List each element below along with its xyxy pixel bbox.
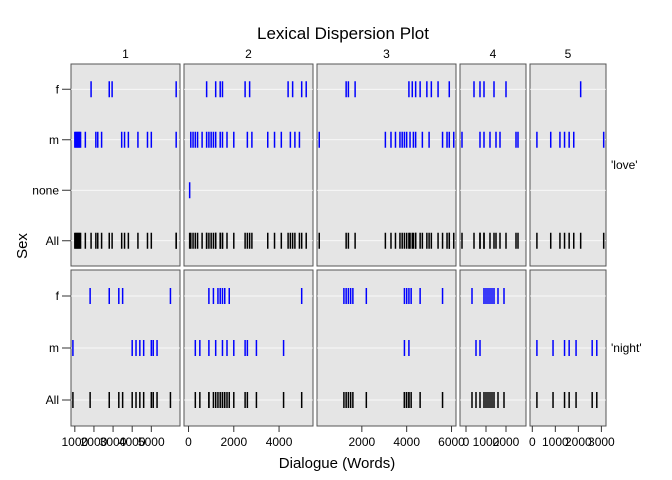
column-strip-label: 3 xyxy=(383,47,390,61)
x-tick-label: 2000 xyxy=(81,435,108,449)
row-strip-label: 'night' xyxy=(611,341,642,355)
x-tick-label: 2000 xyxy=(220,435,247,449)
x-tick-label: 2000 xyxy=(348,435,375,449)
y-tick-label: All xyxy=(46,393,59,407)
chart-title: Lexical Dispersion Plot xyxy=(257,24,429,43)
x-tick-label: 3000 xyxy=(588,435,615,449)
panel-grid: 1 2 3 4 5fmnoneAll'love'fmAll'night'10002000… xyxy=(32,44,642,449)
y-tick-label: f xyxy=(56,82,60,96)
x-tick-label: 0 xyxy=(529,435,536,449)
x-tick-label: 6000 xyxy=(438,435,465,449)
panel-background xyxy=(70,63,181,267)
panel-background xyxy=(183,63,314,267)
x-tick-label: 5000 xyxy=(138,435,165,449)
x-tick-label: 1000 xyxy=(473,435,500,449)
column-strip xyxy=(317,44,456,64)
column-strip-label: 2 xyxy=(245,47,252,61)
x-axis-title: Dialogue (Words) xyxy=(279,455,395,472)
row-strip-label: 'love' xyxy=(611,158,638,172)
panel-background xyxy=(459,63,527,267)
column-strip xyxy=(460,44,526,64)
y-tick-label: f xyxy=(56,289,60,303)
column-strip xyxy=(530,44,606,64)
y-tick-label: m xyxy=(49,133,59,147)
y-tick-label: m xyxy=(49,341,59,355)
column-strip-label: 1 xyxy=(122,47,129,61)
panel-background xyxy=(316,63,457,267)
x-tick-label: 4000 xyxy=(393,435,420,449)
x-tick-label: 2000 xyxy=(565,435,592,449)
column-strip-label: 4 xyxy=(490,47,497,61)
x-tick-label: 2000 xyxy=(493,435,520,449)
x-tick-label: 1000 xyxy=(542,435,569,449)
panel-background xyxy=(529,63,607,267)
x-tick-label: 0 xyxy=(463,435,470,449)
y-tick-label: none xyxy=(32,183,59,197)
column-strip xyxy=(71,44,180,64)
y-tick-label: All xyxy=(46,234,59,248)
x-tick-label: 3000 xyxy=(100,435,127,449)
column-strip-label: 5 xyxy=(565,47,572,61)
column-strip xyxy=(184,44,313,64)
x-tick-label: 0 xyxy=(185,435,192,449)
x-tick-label: 4000 xyxy=(119,435,146,449)
y-axis-title: Sex xyxy=(14,233,31,259)
x-tick-label: 4000 xyxy=(266,435,293,449)
x-tick-label: 1000 xyxy=(61,435,88,449)
